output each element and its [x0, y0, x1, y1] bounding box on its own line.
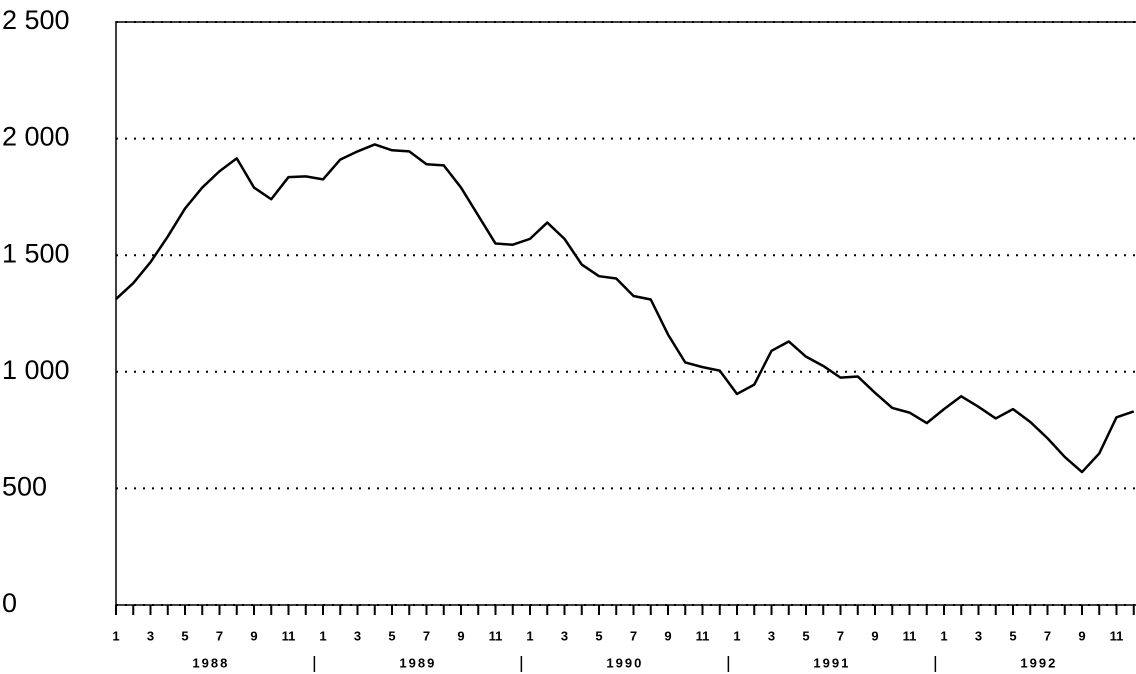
x-tick-label: 3 [147, 628, 154, 643]
plot-frame [115, 21, 1136, 606]
x-tick-label: 9 [664, 628, 671, 643]
x-tick-label: 5 [802, 628, 809, 643]
x-tick-label: 5 [388, 628, 395, 643]
x-tick-label: 5 [595, 628, 602, 643]
x-tick-label: 1 [733, 628, 740, 643]
x-tick-label: 3 [354, 628, 361, 643]
y-tick-label: 1 500 [2, 238, 70, 268]
y-tick-label: 2 000 [2, 122, 70, 152]
x-tick-label: 3 [561, 628, 568, 643]
line [115, 143, 1135, 474]
year-label: 1992 [1020, 655, 1057, 670]
x-tick-label: 7 [216, 628, 223, 643]
x-tick-label: 1 [112, 628, 119, 643]
x-tick-label: 9 [871, 628, 878, 643]
x-tick-label: 7 [1044, 628, 1051, 643]
x-tick-label: 1 [940, 628, 947, 643]
x-tick-label: 1 [319, 628, 326, 643]
x-tick-label: 1 [526, 628, 533, 643]
x-tick-label: 7 [630, 628, 637, 643]
x-tick-label: 7 [837, 628, 844, 643]
x-tick-label: 9 [250, 628, 257, 643]
x-tick-label: 5 [1009, 628, 1016, 643]
x-tick-label: 11 [489, 628, 503, 643]
y-tick-label: 500 [2, 472, 47, 502]
x-tick-label: 11 [282, 628, 296, 643]
x-tick-label: 11 [1110, 628, 1124, 643]
y-tick-label: 1 000 [2, 355, 70, 385]
x-tick-label: 11 [696, 628, 710, 643]
x-tick-label: 3 [975, 628, 982, 643]
y-tick-label: 0 [2, 588, 17, 618]
year-label: 1991 [813, 655, 850, 670]
y-tick-label: 2 500 [2, 5, 70, 35]
year-label: 1989 [399, 655, 436, 670]
x-tick-label: 9 [1078, 628, 1085, 643]
year-label: 1988 [192, 655, 229, 670]
x-tick-label: 5 [181, 628, 188, 643]
year-label: 1990 [606, 655, 643, 670]
x-tick-label: 9 [457, 628, 464, 643]
x-tick-label: 11 [903, 628, 917, 643]
x-tick-label: 3 [768, 628, 775, 643]
x-tick-label: 7 [423, 628, 430, 643]
